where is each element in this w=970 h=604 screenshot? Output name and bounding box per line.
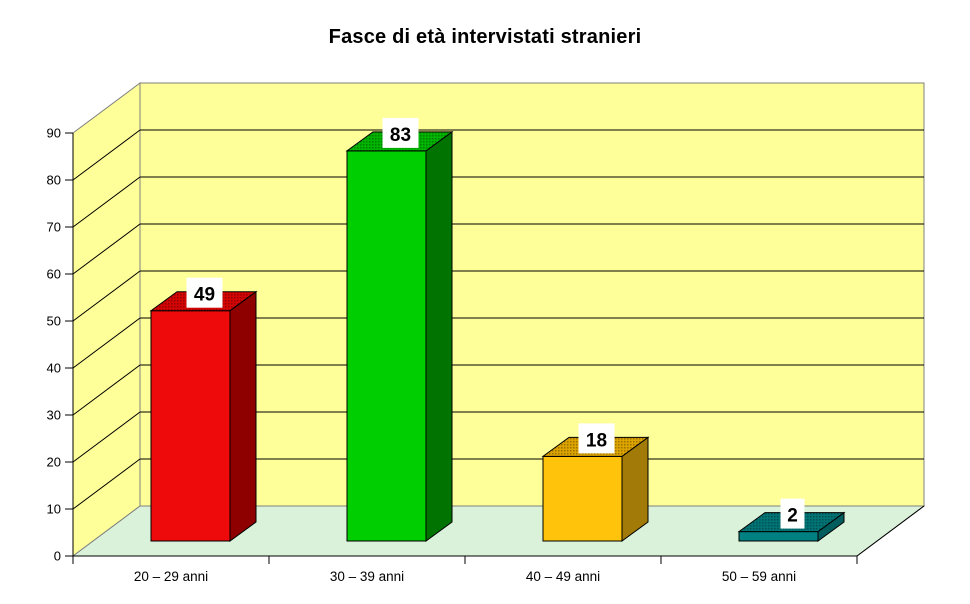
value-label-box [780, 498, 805, 529]
bar-front [346, 150, 427, 542]
chart-title: Fasce di età intervistati stranieri [328, 26, 642, 48]
bar-front [150, 310, 231, 542]
value-label: 83 [390, 125, 411, 146]
value-label-box [578, 423, 615, 454]
bar-group-gold: 18 [541, 423, 650, 542]
bar-front [738, 531, 819, 542]
gridline-side-20 [72, 411, 141, 463]
bar-front [542, 455, 623, 542]
y-tick-label-30: 30 [47, 408, 61, 423]
back-wall [139, 82, 925, 507]
plot-area: 0 10 20 30 40 50 60 70 80 90 20 – 29 anni 30 – 39 a… [47, 82, 926, 584]
value-label-box [382, 117, 419, 148]
y-tick-label-50: 50 [47, 314, 61, 329]
bar-side [425, 130, 453, 542]
value-label: 18 [586, 430, 607, 451]
floor-right-edge [856, 505, 925, 557]
category-label: 20 – 29 anni [134, 569, 208, 584]
category-label: 40 – 49 anni [526, 569, 600, 584]
bar-group-green: 83 [345, 117, 454, 542]
bar-group-teal: 2 [737, 498, 846, 542]
y-tick-label-70: 70 [47, 220, 61, 235]
side-wall [72, 82, 141, 557]
y-tick-label-0: 0 [54, 549, 61, 564]
gridline-side-40 [72, 317, 141, 369]
y-tick-label-40: 40 [47, 361, 61, 376]
gridline-side-60 [72, 223, 141, 275]
category-label: 50 – 59 anni [722, 569, 796, 584]
y-tick-label-20: 20 [47, 455, 61, 470]
bar-group-red: 49 [149, 277, 258, 542]
value-label: 49 [194, 285, 215, 306]
gridline-side-10 [72, 458, 141, 510]
y-tick-label-90: 90 [47, 126, 61, 141]
bar-side [229, 290, 257, 542]
gridline-side-80 [72, 129, 141, 181]
gridline-side-70 [72, 176, 141, 228]
gridline-side-30 [72, 364, 141, 416]
y-tick-label-60: 60 [47, 267, 61, 282]
y-tick-label-80: 80 [47, 173, 61, 188]
category-label: 30 – 39 anni [330, 569, 404, 584]
y-tick-label-10: 10 [47, 502, 61, 517]
gridline-side-50 [72, 270, 141, 322]
value-label-box [186, 277, 223, 308]
value-label: 2 [787, 506, 798, 527]
